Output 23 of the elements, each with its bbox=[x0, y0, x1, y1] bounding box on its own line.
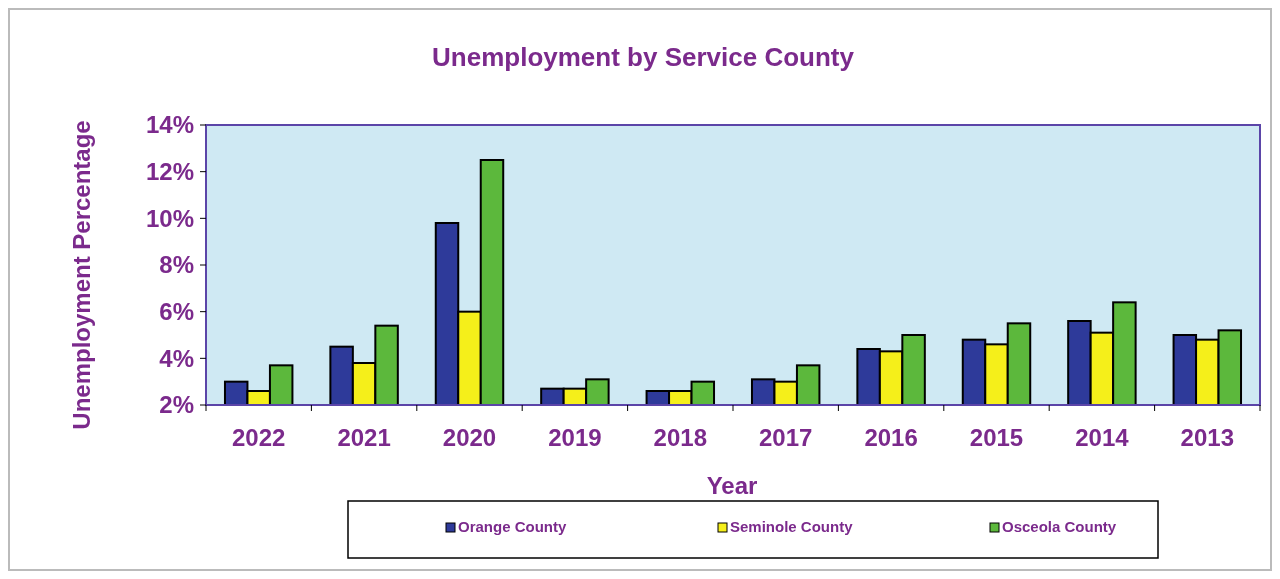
x-tick-label: 2021 bbox=[337, 424, 391, 451]
y-tick-label: 8% bbox=[159, 251, 194, 279]
chart-title: Unemployment by Service County bbox=[432, 42, 855, 72]
legend-label: Osceola County bbox=[1002, 518, 1117, 535]
x-tick-label: 2015 bbox=[969, 424, 1024, 451]
y-tick-label: 10% bbox=[145, 204, 194, 232]
y-tick-label: 4% bbox=[159, 344, 194, 372]
y-tick-label: 12% bbox=[145, 158, 194, 186]
x-tick-label: 2017 bbox=[759, 424, 813, 451]
legend-label: Orange County bbox=[458, 518, 567, 535]
y-axis-title: Unemployment Percentage bbox=[68, 120, 95, 430]
x-tick-label: 2013 bbox=[1180, 424, 1234, 451]
x-axis-title: Year bbox=[706, 472, 758, 499]
x-tick-label: 2022 bbox=[232, 424, 286, 451]
x-tick-label: 2016 bbox=[864, 424, 918, 451]
y-tick-label: 6% bbox=[159, 298, 194, 326]
x-tick-label: 2020 bbox=[442, 424, 497, 451]
x-tick-label: 2014 bbox=[1075, 424, 1130, 451]
y-tick-label: 14% bbox=[145, 111, 194, 139]
legend-label: Seminole County bbox=[730, 518, 854, 535]
y-tick-label: 2% bbox=[159, 391, 194, 419]
x-tick-label: 2019 bbox=[548, 424, 602, 451]
x-tick-label: 2018 bbox=[653, 424, 707, 451]
